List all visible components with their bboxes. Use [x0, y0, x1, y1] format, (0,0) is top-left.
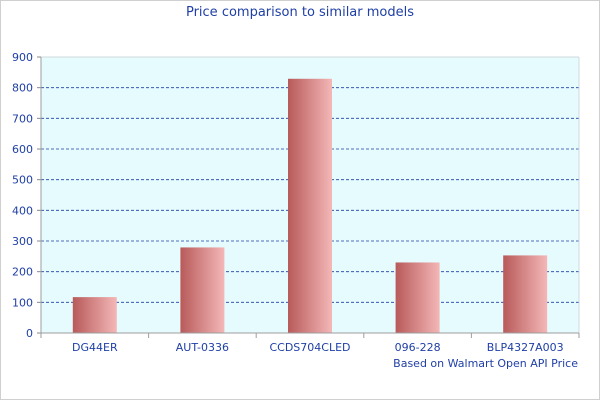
y-tick-label: 0: [26, 327, 33, 340]
bar: [395, 262, 440, 333]
x-tick-label: 096-228: [395, 341, 441, 354]
y-tick-label: 500: [12, 174, 33, 187]
y-tick-label: 800: [12, 82, 33, 95]
x-tick-label: AUT-0336: [176, 341, 229, 354]
chart-title: Price comparison to similar models: [185, 5, 415, 20]
y-tick-label: 200: [12, 266, 33, 279]
y-tick-label: 700: [12, 112, 33, 125]
bar: [72, 297, 117, 333]
bar: [288, 78, 332, 333]
y-tick-label: 300: [12, 235, 33, 248]
bar: [180, 247, 225, 333]
chart-caption: Based on Walmart Open API Price: [393, 357, 578, 370]
axes: [37, 56, 580, 338]
y-tick-label: 400: [12, 204, 33, 217]
bars: [72, 78, 548, 333]
y-tick-label: 100: [12, 296, 33, 309]
tick-labels: 0 100 200 300 400 500 600 700 800 900 DG44ER AUT-03…: [12, 51, 564, 354]
y-tick-label: 900: [12, 51, 33, 64]
x-tick-label: CCDS704CLED: [269, 341, 350, 354]
bar: [503, 255, 548, 333]
x-tick-label: DG44ER: [72, 341, 118, 354]
x-tick-label: BLP4327A003: [487, 341, 564, 354]
y-tick-label: 600: [12, 143, 33, 156]
